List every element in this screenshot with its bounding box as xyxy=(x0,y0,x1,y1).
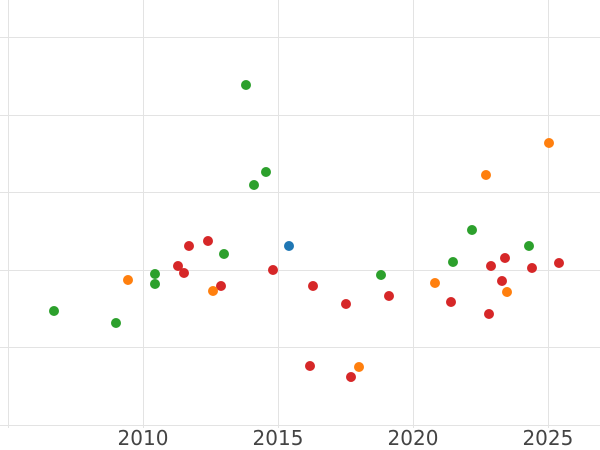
scatter-point-orange[interactable] xyxy=(354,361,364,372)
scatter-point-green[interactable] xyxy=(375,270,386,281)
plot-area xyxy=(0,0,600,428)
scatter-point-green[interactable] xyxy=(150,278,161,289)
gridline-vertical xyxy=(413,0,414,428)
x-tick-label: 2020 xyxy=(387,426,439,450)
scatter-point-red[interactable] xyxy=(497,275,507,286)
gridline-vertical xyxy=(278,0,279,428)
scatter-point-red[interactable] xyxy=(526,263,537,274)
gridline-horizontal xyxy=(0,269,600,271)
gridline-horizontal xyxy=(0,192,600,194)
x-tick-label: 2015 xyxy=(252,426,304,450)
gridline-horizontal xyxy=(0,424,600,426)
scatter-point-red[interactable] xyxy=(486,260,497,271)
scatter-point-green[interactable] xyxy=(248,180,259,191)
x-tick-label: 2010 xyxy=(117,426,169,450)
scatter-point-orange[interactable] xyxy=(480,170,491,181)
scatter-point-green[interactable] xyxy=(260,167,271,178)
gridline-horizontal xyxy=(0,347,600,349)
scatter-point-red[interactable] xyxy=(216,281,227,292)
gridline-vertical xyxy=(8,0,10,428)
scatter-point-green[interactable] xyxy=(49,305,59,316)
scatter-point-red[interactable] xyxy=(499,253,510,264)
scatter-point-red[interactable] xyxy=(267,264,278,275)
scatter-point-red[interactable] xyxy=(202,236,213,247)
gridline-horizontal xyxy=(0,37,600,39)
gridline-horizontal xyxy=(0,114,600,116)
gridline-vertical xyxy=(143,0,144,428)
gridline-vertical xyxy=(547,0,549,428)
scatter-point-red[interactable] xyxy=(345,371,356,382)
scatter-point-orange[interactable] xyxy=(208,285,219,296)
scatter-point-red[interactable] xyxy=(340,298,351,309)
scatter-point-red[interactable] xyxy=(383,291,394,302)
scatter-point-green[interactable] xyxy=(524,240,534,251)
scatter-point-red[interactable] xyxy=(553,257,564,268)
scatter-point-green[interactable] xyxy=(150,268,161,279)
scatter-point-red[interactable] xyxy=(173,260,184,271)
scatter-point-blue[interactable] xyxy=(283,240,294,251)
scatter-point-orange[interactable] xyxy=(502,286,513,297)
scatter-point-red[interactable] xyxy=(483,309,494,319)
scatter-point-orange[interactable] xyxy=(429,278,440,288)
x-tick-label: 2025 xyxy=(522,426,574,450)
scatter-point-green[interactable] xyxy=(240,79,251,90)
scatter-point-green[interactable] xyxy=(467,225,478,236)
scatter-point-green[interactable] xyxy=(219,249,229,260)
scatter-point-green[interactable] xyxy=(448,257,459,268)
scatter-point-green[interactable] xyxy=(111,318,122,329)
scatter-point-orange[interactable] xyxy=(544,138,555,149)
scatter-point-orange[interactable] xyxy=(123,274,134,285)
scatter-point-red[interactable] xyxy=(183,240,194,251)
scatter-point-red[interactable] xyxy=(445,296,456,307)
scatter-point-red[interactable] xyxy=(305,361,316,371)
scatter-point-red[interactable] xyxy=(178,267,189,278)
scatter-point-red[interactable] xyxy=(308,281,319,292)
